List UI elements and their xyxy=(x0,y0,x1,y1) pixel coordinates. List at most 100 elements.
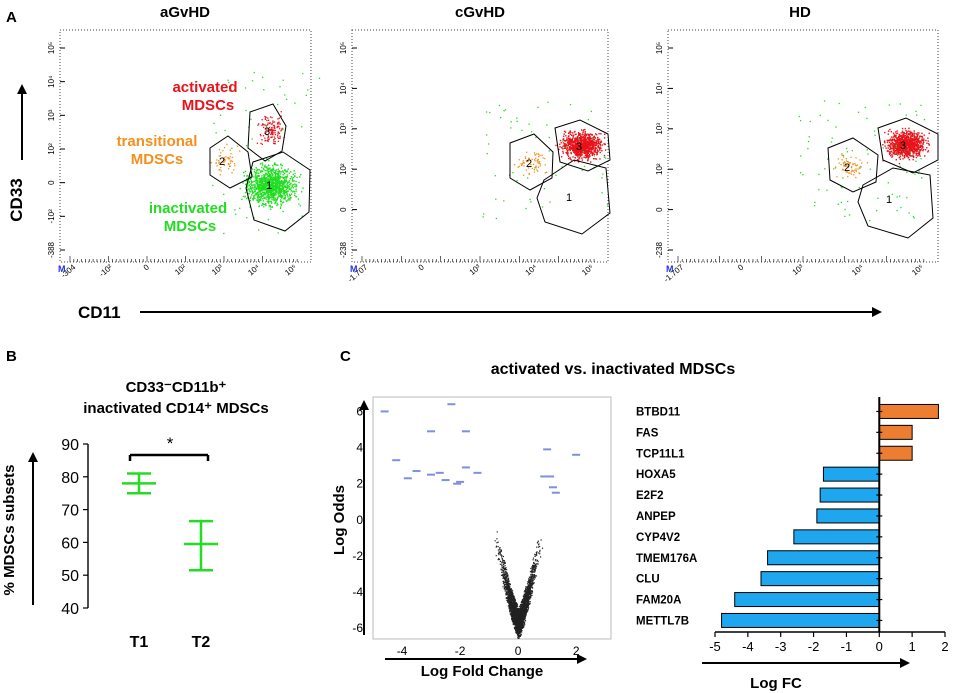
event-dot xyxy=(895,147,897,150)
event-dot xyxy=(905,114,907,116)
event-dot xyxy=(808,136,810,138)
volcano-point xyxy=(505,582,508,584)
event-dot xyxy=(915,110,917,113)
event-dot xyxy=(257,188,260,191)
event-dot xyxy=(250,118,252,121)
event-dot xyxy=(246,187,248,189)
event-dot xyxy=(276,202,278,205)
event-dot xyxy=(266,140,268,142)
event-dot xyxy=(888,139,890,142)
event-dot xyxy=(280,204,283,206)
event-dot xyxy=(271,202,273,204)
event-dot xyxy=(266,185,268,187)
event-dot xyxy=(270,192,272,195)
event-dot xyxy=(914,173,916,175)
transitional-annotation-line1: transitional xyxy=(117,133,198,150)
event-dot xyxy=(265,189,268,191)
volcano-point xyxy=(535,564,537,566)
event-dot xyxy=(274,183,277,185)
event-dot xyxy=(286,170,288,173)
event-dot xyxy=(583,144,585,147)
event-dot xyxy=(901,153,904,155)
event-dot xyxy=(916,142,919,145)
event-dot xyxy=(895,139,898,142)
event-dot xyxy=(267,130,270,132)
event-dot xyxy=(573,147,576,149)
event-dot xyxy=(260,195,263,197)
event-dot xyxy=(852,163,855,165)
event-dot xyxy=(244,183,247,186)
event-dot xyxy=(895,142,897,145)
event-dot xyxy=(849,162,852,164)
event-dot xyxy=(578,149,580,151)
volcano-point xyxy=(535,551,537,553)
event-dot xyxy=(279,171,281,173)
event-dot xyxy=(266,168,268,170)
volcano-point xyxy=(496,531,498,533)
event-dot xyxy=(859,167,861,170)
event-dot xyxy=(269,121,271,124)
corner-marker: M xyxy=(666,264,674,274)
event-dot xyxy=(902,135,904,138)
event-dot xyxy=(267,191,269,193)
event-dot xyxy=(905,129,907,132)
event-dot xyxy=(267,178,269,180)
event-dot xyxy=(915,148,917,151)
event-dot xyxy=(855,157,857,159)
event-dot xyxy=(278,186,280,188)
event-dot xyxy=(294,172,296,174)
event-dot xyxy=(918,136,921,138)
volcano-point xyxy=(540,556,542,558)
event-dot xyxy=(290,197,292,199)
event-dot xyxy=(268,178,270,181)
event-dot xyxy=(265,181,268,184)
event-dot xyxy=(840,201,842,204)
event-dot xyxy=(266,119,268,122)
event-dot xyxy=(567,155,570,157)
event-dot xyxy=(277,173,279,176)
event-dot xyxy=(898,148,900,151)
event-dot xyxy=(281,195,283,198)
event-dot xyxy=(534,166,537,169)
event-dot xyxy=(575,142,578,145)
event-dot xyxy=(283,183,285,186)
event-dot xyxy=(906,132,908,134)
event-dot xyxy=(897,143,900,145)
volcano-point xyxy=(526,599,528,601)
volcano-point xyxy=(529,589,532,591)
event-dot xyxy=(262,180,264,182)
event-dot xyxy=(273,179,275,182)
event-dot xyxy=(590,110,592,113)
event-dot xyxy=(587,157,589,160)
event-dot xyxy=(277,140,280,143)
event-dot xyxy=(901,127,904,130)
event-dot xyxy=(906,148,908,151)
event-dot xyxy=(258,189,261,192)
event-dot xyxy=(254,171,256,174)
event-dot xyxy=(896,132,899,134)
event-dot xyxy=(259,196,261,198)
event-dot xyxy=(223,232,225,235)
event-dot xyxy=(564,131,567,133)
event-dot xyxy=(289,199,291,201)
event-dot xyxy=(258,175,260,177)
event-dot xyxy=(222,159,225,161)
volcano-point xyxy=(515,631,517,633)
event-dot xyxy=(903,132,905,135)
event-dot xyxy=(245,145,248,147)
event-dot xyxy=(920,158,922,160)
event-dot xyxy=(907,151,909,154)
event-dot xyxy=(254,177,257,179)
event-dot xyxy=(897,148,899,150)
event-dot xyxy=(271,180,274,183)
event-dot xyxy=(599,147,601,149)
volcano-point xyxy=(507,584,510,586)
event-dot xyxy=(294,175,296,178)
event-dot xyxy=(903,148,905,151)
event-dot xyxy=(279,180,281,183)
event-dot xyxy=(584,146,586,149)
event-dot xyxy=(223,147,226,149)
event-dot xyxy=(597,141,600,144)
event-dot xyxy=(574,144,577,146)
